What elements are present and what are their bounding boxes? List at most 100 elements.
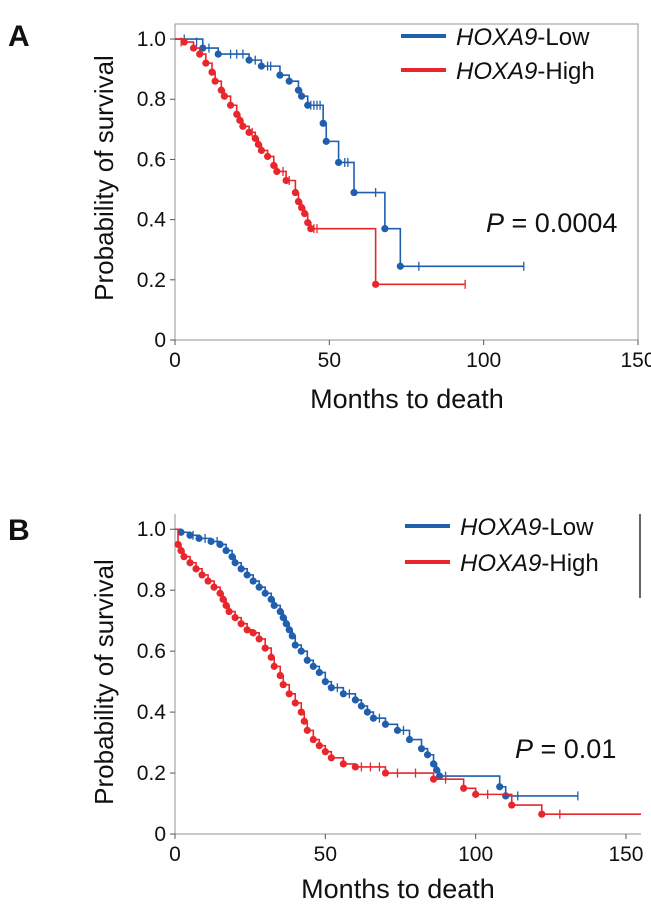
event-point [237, 565, 245, 573]
event-point [282, 620, 290, 628]
x-tick-label: 100 [458, 843, 493, 866]
event-point [315, 742, 323, 750]
panel-b: B Probability of survival Months to deat… [8, 514, 643, 904]
event-point [285, 626, 293, 634]
event-point [180, 38, 188, 46]
event-point [381, 769, 390, 777]
event-point [294, 86, 303, 94]
event-point [334, 158, 343, 167]
event-point [460, 784, 468, 792]
event-point [255, 635, 263, 643]
event-point [417, 745, 426, 753]
event-point [211, 77, 219, 85]
event-point [245, 56, 253, 64]
event-point [202, 59, 210, 67]
axis-ticks: 0 50 100 150 0 0.2 0.4 0.6 0.8 1.0 [137, 518, 644, 866]
event-point [249, 577, 257, 585]
event-point [237, 620, 245, 628]
event-point [357, 702, 365, 710]
event-point [225, 607, 233, 616]
y-tick-label: 1.0 [137, 28, 166, 51]
p-symbol: P [515, 734, 533, 764]
group-suffix: -Low [541, 514, 594, 541]
x-tick-label: 150 [608, 843, 643, 866]
event-point [276, 71, 284, 79]
event-point [192, 565, 200, 573]
event-point [303, 656, 311, 664]
y-tick-label: 0.6 [137, 640, 166, 663]
panel-label: A [8, 20, 30, 53]
p-value-annotation: P = 0.01 [515, 734, 616, 764]
event-point [429, 760, 438, 768]
event-point [351, 696, 359, 704]
event-point [285, 77, 293, 85]
survival-curve-high [175, 38, 466, 286]
event-point [233, 110, 241, 118]
y-tick-label: 0 [154, 823, 166, 846]
plot-area: 0 50 100 150 0 0.2 0.4 0.6 0.8 1.0 [137, 23, 651, 372]
event-point [243, 626, 251, 634]
event-point [297, 203, 306, 212]
x-tick-label: 50 [314, 843, 337, 866]
y-tick-label: 0.2 [137, 762, 166, 785]
x-tick-label: 50 [318, 349, 341, 372]
event-point [204, 577, 212, 585]
event-point [214, 50, 222, 58]
event-point [319, 119, 327, 127]
event-point [264, 152, 272, 161]
event-point [350, 188, 358, 197]
event-point [254, 140, 262, 148]
event-point [381, 225, 389, 233]
event-point [177, 546, 185, 555]
p-value-annotation: P = 0.0004 [486, 208, 617, 238]
event-point [251, 134, 259, 142]
event-point [496, 783, 504, 791]
x-tick-label: 0 [169, 349, 181, 372]
event-point [245, 128, 253, 136]
event-point [301, 210, 309, 218]
event-point [222, 601, 230, 610]
event-point [538, 810, 546, 818]
event-point [216, 589, 224, 597]
x-tick-label: 100 [466, 349, 501, 372]
event-point [381, 720, 390, 728]
event-point [363, 708, 372, 716]
y-tick-label: 0.2 [137, 269, 166, 292]
event-point [291, 188, 299, 197]
event-point [177, 528, 185, 536]
event-point [502, 792, 510, 800]
event-point [239, 122, 247, 130]
y-tick-label: 0.8 [137, 579, 166, 602]
x-tick-label: 150 [620, 349, 651, 372]
y-axis-label: Probability of survival [89, 55, 119, 301]
y-tick-label: 0.4 [137, 701, 167, 724]
plot-frame [174, 23, 639, 341]
event-point [369, 714, 378, 722]
y-tick-label: 1.0 [137, 518, 166, 541]
event-point [339, 760, 347, 768]
event-point [327, 754, 335, 762]
event-point [261, 644, 269, 652]
event-point [307, 225, 315, 233]
event-point [186, 531, 194, 539]
event-point [309, 662, 317, 670]
y-tick-label: 0.4 [137, 209, 167, 232]
y-tick-label: 0.6 [137, 148, 166, 171]
event-point [282, 176, 290, 185]
event-point [291, 699, 299, 707]
event-point [270, 161, 278, 170]
event-point [198, 571, 206, 579]
event-point [288, 632, 296, 640]
event-point [297, 708, 305, 716]
event-point [396, 262, 404, 270]
event-point [472, 790, 480, 798]
event-point [279, 681, 287, 689]
p-value-text: = 0.0004 [504, 208, 617, 238]
p-value-text: = 0.01 [533, 734, 616, 764]
event-point [297, 92, 306, 100]
gene-name: HOXA9 [456, 24, 537, 51]
event-point [304, 101, 312, 109]
event-point [228, 553, 236, 561]
event-point [236, 116, 244, 124]
